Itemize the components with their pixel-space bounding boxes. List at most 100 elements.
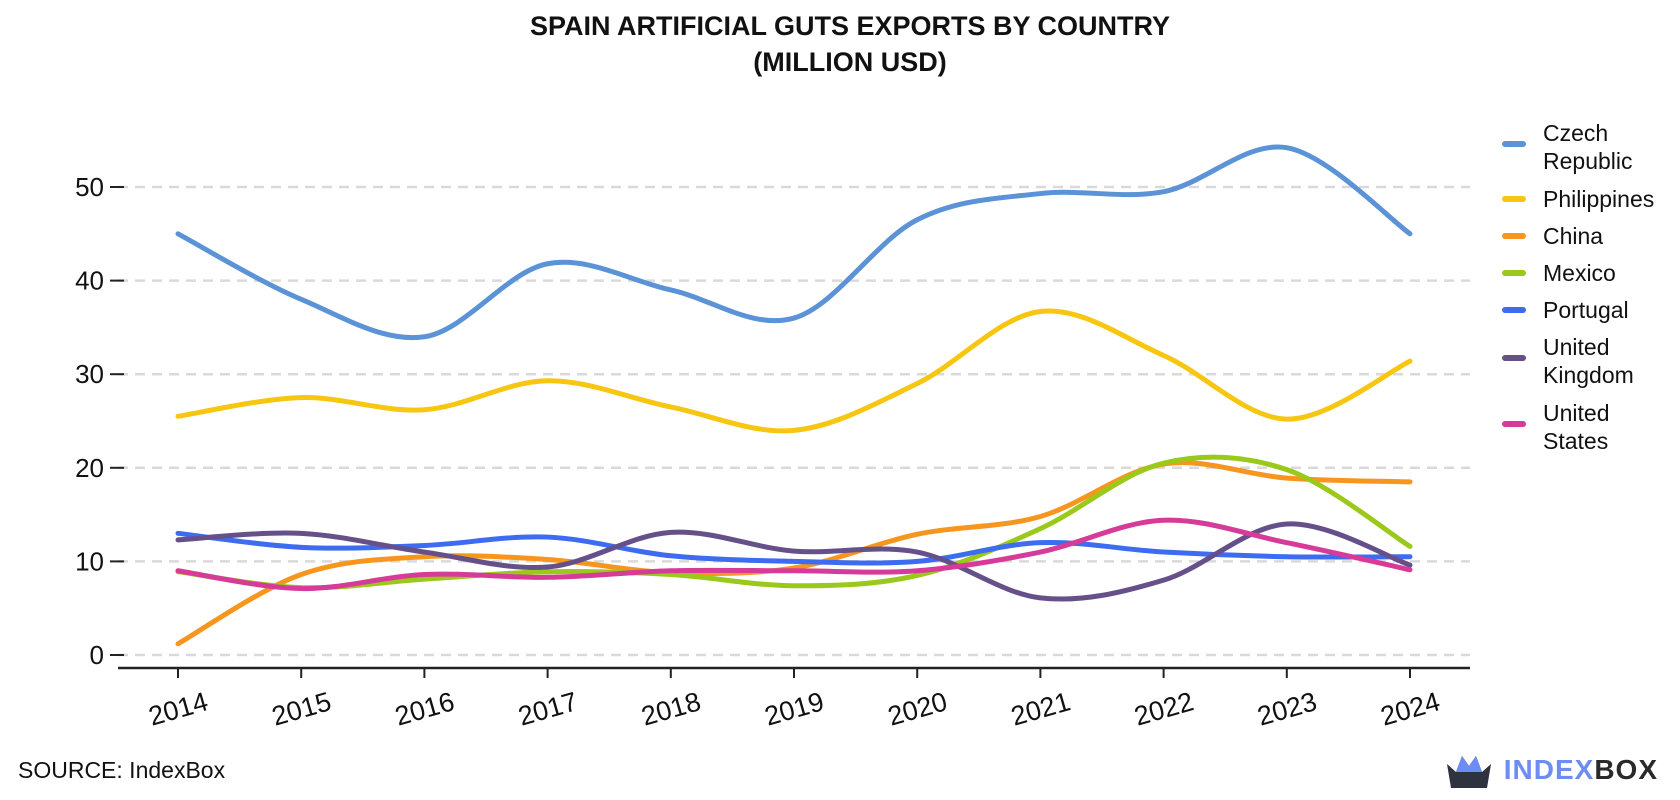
data-point-united-states-2020: [915, 568, 920, 573]
data-point-china-2024: [1408, 479, 1413, 484]
data-point-mexico-2023: [1284, 467, 1289, 472]
data-point-china-2020: [915, 532, 920, 537]
y-tick-label-20: 20: [75, 453, 104, 483]
data-point-czech-republic-2017: [545, 261, 550, 266]
data-point-united-kingdom-2019: [792, 549, 797, 554]
legend-item-china: China: [1502, 223, 1603, 249]
data-point-china-2014: [176, 641, 181, 646]
data-point-mexico-2016: [422, 577, 427, 582]
brand-word-index: INDEX: [1503, 754, 1595, 785]
series-line-philippines: [175, 308, 1413, 434]
data-point-portugal-2015: [299, 545, 304, 550]
data-point-united-states-2014: [176, 568, 181, 573]
data-point-philippines-2023: [1284, 417, 1289, 422]
data-point-mexico-2020: [915, 573, 920, 578]
data-point-mexico-2021: [1038, 526, 1043, 531]
y-tick-label-10: 10: [75, 546, 104, 576]
chart-title-line-1: SPAIN ARTIFICIAL GUTS EXPORTS BY COUNTRY: [529, 11, 1171, 41]
legend-item-portugal: Portugal: [1502, 297, 1629, 323]
data-point-philippines-2022: [1161, 353, 1166, 358]
data-point-czech-republic-2014: [176, 231, 181, 236]
data-point-china-2021: [1038, 514, 1043, 519]
x-tick-label-2024: 2024: [1377, 686, 1443, 731]
brand-word-box: BOX: [1594, 754, 1658, 785]
data-point-united-states-2017: [545, 575, 550, 580]
legend-label-china-0: China: [1543, 223, 1603, 249]
legend-label-czech-republic-1: Republic: [1543, 148, 1633, 174]
data-point-czech-republic-2019: [792, 316, 797, 321]
data-point-portugal-2024: [1408, 554, 1413, 559]
y-tick-label-50: 50: [75, 172, 104, 202]
data-point-philippines-2021: [1038, 309, 1043, 314]
series-line-united-kingdom: [175, 521, 1413, 602]
data-point-portugal-2021: [1038, 540, 1043, 545]
data-point-united-states-2016: [422, 572, 427, 577]
data-point-united-states-2018: [668, 568, 673, 573]
data-point-czech-republic-2022: [1161, 189, 1166, 194]
x-tick-label-2019: 2019: [761, 686, 827, 731]
series-line-united-states: [175, 517, 1413, 592]
x-tick-label-2018: 2018: [638, 686, 704, 731]
source-note: SOURCE: IndexBox: [18, 757, 226, 783]
legend-label-united-kingdom-0: United: [1543, 334, 1609, 360]
data-point-united-kingdom-2016: [422, 550, 427, 555]
legend-label-portugal-0: Portugal: [1543, 297, 1629, 323]
chart-title: SPAIN ARTIFICIAL GUTS EXPORTS BY COUNTRY…: [0, 8, 1680, 80]
data-point-philippines-2017: [545, 378, 550, 383]
data-point-united-kingdom-2017: [545, 565, 550, 570]
indexbox-brand[interactable]: INDEXBOX: [1444, 750, 1658, 790]
data-point-philippines-2016: [422, 407, 427, 412]
data-point-china-2017: [545, 557, 550, 562]
data-point-czech-republic-2023: [1284, 145, 1289, 150]
data-point-portugal-2016: [422, 543, 427, 548]
data-point-mexico-2024: [1408, 544, 1413, 549]
data-point-philippines-2014: [176, 414, 181, 419]
data-point-united-states-2022: [1161, 518, 1166, 523]
brand-wordmark: INDEXBOX: [1504, 754, 1658, 786]
legend-item-mexico: Mexico: [1502, 260, 1616, 286]
series-line-mexico: [175, 454, 1413, 591]
data-point-czech-republic-2020: [915, 217, 920, 222]
data-point-czech-republic-2016: [422, 334, 427, 339]
data-point-czech-republic-2015: [299, 297, 304, 302]
data-point-portugal-2018: [668, 553, 673, 558]
x-tick-label-2021: 2021: [1008, 686, 1074, 731]
y-tick-label-30: 30: [75, 359, 104, 389]
series-line-china: [175, 460, 1413, 647]
x-tick-label-2023: 2023: [1254, 686, 1320, 731]
data-point-united-states-2021: [1038, 550, 1043, 555]
data-point-philippines-2020: [915, 381, 920, 386]
legend-label-united-kingdom-1: Kingdom: [1543, 362, 1634, 388]
data-point-united-kingdom-2023: [1284, 521, 1289, 526]
x-tick-label-2020: 2020: [884, 686, 950, 731]
data-point-mexico-2019: [792, 583, 797, 588]
data-point-china-2016: [422, 554, 427, 559]
data-point-portugal-2020: [915, 559, 920, 564]
data-point-portugal-2022: [1161, 550, 1166, 555]
data-point-china-2015: [299, 572, 304, 577]
x-tick-label-2022: 2022: [1131, 686, 1197, 731]
x-tick-label-2017: 2017: [515, 686, 581, 731]
x-tick-label-2015: 2015: [268, 686, 334, 731]
data-point-philippines-2024: [1408, 359, 1413, 364]
data-point-mexico-2022: [1161, 461, 1166, 466]
legend-item-philippines: Philippines: [1502, 186, 1654, 212]
data-point-czech-republic-2018: [668, 287, 673, 292]
data-point-united-states-2024: [1408, 567, 1413, 572]
data-point-portugal-2019: [792, 559, 797, 564]
data-point-united-kingdom-2020: [915, 550, 920, 555]
crown-box-logo-icon: [1446, 756, 1491, 788]
data-point-united-kingdom-2015: [299, 531, 304, 536]
x-tick-label-2014: 2014: [145, 686, 211, 731]
data-point-united-states-2023: [1284, 540, 1289, 545]
data-point-united-kingdom-2018: [668, 530, 673, 535]
data-point-philippines-2019: [792, 428, 797, 433]
data-point-portugal-2014: [176, 531, 181, 536]
legend-label-mexico-0: Mexico: [1543, 260, 1616, 286]
legend-label-united-states-1: States: [1543, 428, 1608, 454]
chart-title-line-2: (MILLION USD): [753, 47, 947, 77]
data-point-philippines-2015: [299, 395, 304, 400]
